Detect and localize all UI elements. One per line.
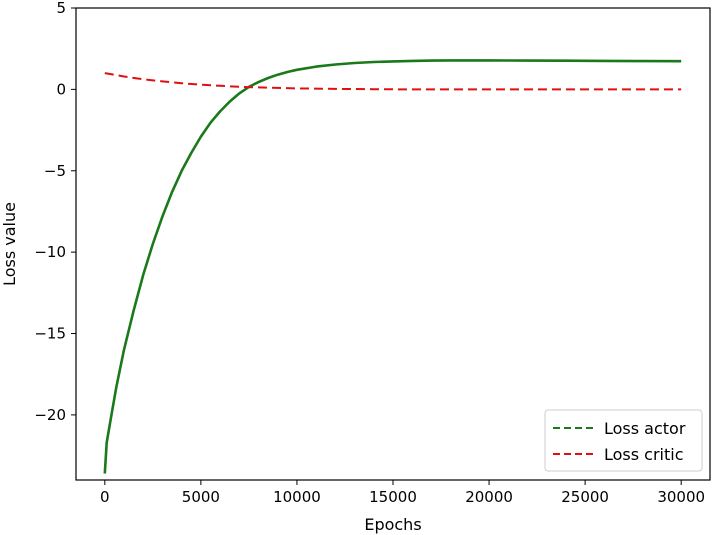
y-tick-label: −5: [44, 162, 66, 180]
x-axis-label: Epochs: [364, 515, 421, 534]
x-tick-label: 15000: [369, 488, 417, 506]
series-line-loss-critic: [104, 72, 682, 91]
series-line-loss-actor: [103, 59, 682, 474]
y-tick-label: −20: [34, 406, 66, 424]
x-tick-label: 5000: [182, 488, 220, 506]
legend-box: [544, 409, 703, 472]
y-axis-label: Loss value: [0, 202, 19, 286]
y-tick-label: −15: [34, 325, 66, 343]
x-tick-label: 25000: [561, 488, 609, 506]
series-lines: [103, 59, 682, 474]
x-tick-label: 0: [100, 488, 110, 506]
x-tick-label: 30000: [657, 488, 705, 506]
y-tick-label: −10: [34, 243, 66, 261]
legend-label-loss-critic: Loss critic: [604, 445, 684, 464]
y-axis-ticks: 5 0 −5 −10 −15 −20: [34, 0, 76, 424]
x-axis-ticks: 0 5000 10000 15000 20000 25000 30000: [100, 480, 705, 506]
y-tick-label: 5: [56, 0, 66, 17]
x-tick-label: 10000: [273, 488, 321, 506]
y-tick-label: 0: [56, 80, 66, 98]
legend-label-loss-actor: Loss actor: [604, 419, 686, 438]
legend: Loss actor Loss critic: [544, 409, 703, 472]
x-tick-label: 20000: [465, 488, 513, 506]
